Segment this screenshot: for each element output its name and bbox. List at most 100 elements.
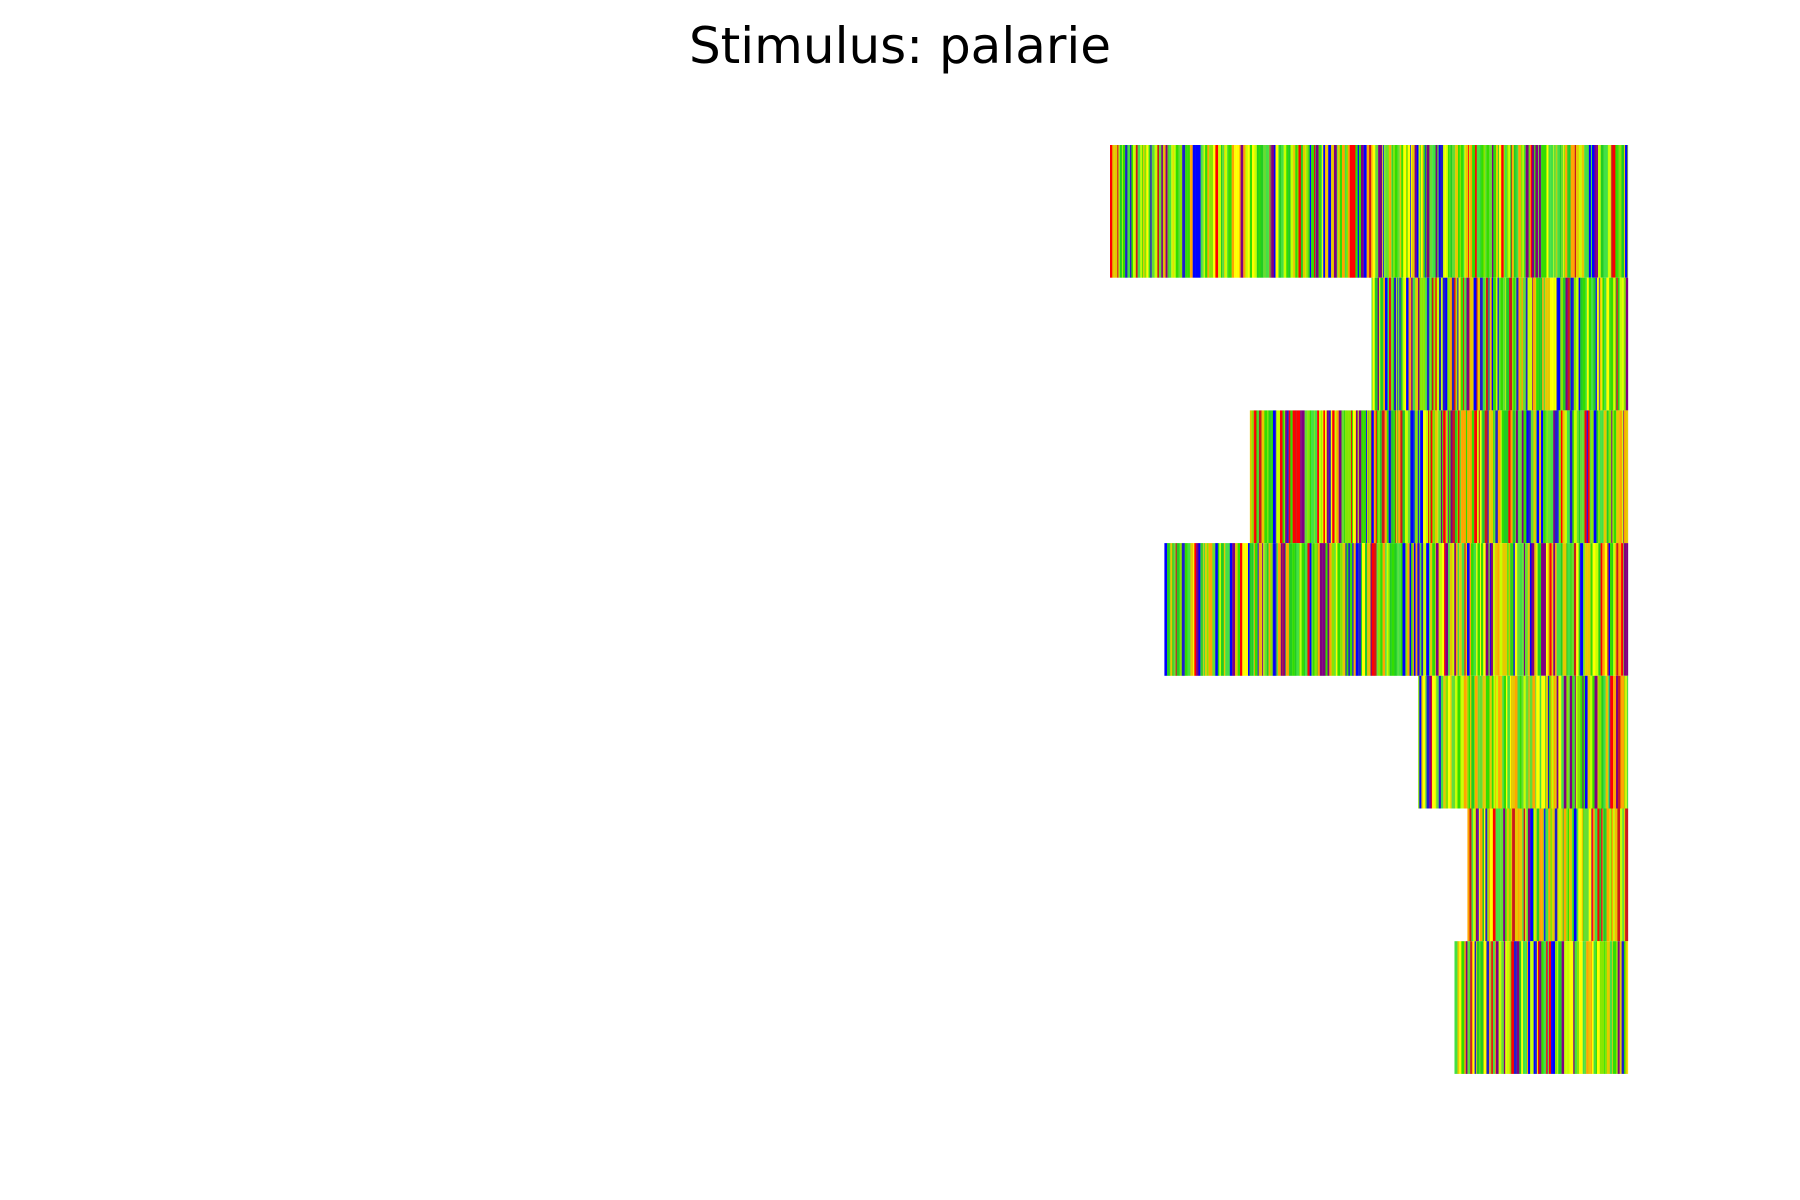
- raster-stripe: [1538, 277, 1541, 411]
- raster-stripe: [1190, 145, 1193, 278]
- raster-stripe: [1510, 543, 1512, 676]
- raster-stripe: [1474, 941, 1477, 1074]
- raster-stripe: [1621, 145, 1625, 278]
- raster-stripe: [1212, 543, 1216, 676]
- raster-stripe: [1271, 145, 1275, 278]
- raster-stripe: [1295, 410, 1297, 544]
- raster-stripe: [1492, 543, 1496, 676]
- raster-stripe: [1616, 543, 1619, 676]
- raster-stripe: [1460, 277, 1464, 411]
- raster-stripe: [1361, 410, 1364, 544]
- raster-stripe: [1374, 277, 1378, 411]
- raster-stripe: [1566, 808, 1568, 942]
- raster-stripe: [1408, 277, 1412, 411]
- raster-stripe: [1557, 808, 1559, 942]
- raster-stripe: [1409, 543, 1412, 676]
- raster-stripe: [1478, 808, 1480, 942]
- raster-stripe: [1511, 145, 1513, 278]
- raster-stripe: [1548, 145, 1551, 278]
- raster-stripe: [1330, 410, 1333, 544]
- raster-stripe: [1326, 410, 1329, 544]
- raster-stripe: [1524, 145, 1526, 278]
- raster-stripe: [1570, 277, 1572, 411]
- raster-stripe: [1589, 410, 1592, 544]
- raster-stripe: [1510, 675, 1513, 809]
- raster-stripe: [1566, 675, 1569, 809]
- raster-stripe: [1411, 277, 1413, 411]
- raster-stripe: [1573, 941, 1575, 1074]
- raster-stripe: [1512, 277, 1514, 411]
- raster-stripe: [1309, 145, 1312, 278]
- raster-stripe: [1607, 543, 1609, 676]
- raster-stripe: [1421, 543, 1424, 676]
- raster-stripe: [1567, 808, 1570, 942]
- raster-stripe: [1495, 941, 1499, 1074]
- raster-stripe: [1385, 145, 1389, 278]
- raster-stripe: [1622, 410, 1624, 544]
- raster-stripe: [1383, 277, 1386, 411]
- raster-stripe: [1437, 145, 1439, 278]
- raster-stripe: [1489, 675, 1492, 809]
- raster-stripe: [1620, 808, 1623, 942]
- raster-stripe: [1603, 410, 1607, 544]
- raster-stripe: [1446, 145, 1449, 278]
- raster-stripe: [1459, 277, 1462, 411]
- raster-stripe: [1527, 543, 1531, 676]
- raster-stripe: [1369, 410, 1372, 544]
- raster-stripe: [1457, 277, 1459, 411]
- raster-stripe: [1335, 543, 1338, 676]
- raster-stripe: [1604, 941, 1606, 1074]
- raster-stripe: [1215, 145, 1219, 278]
- raster-stripe: [1501, 941, 1505, 1074]
- raster-stripe: [1612, 808, 1615, 942]
- raster-stripe: [1565, 277, 1568, 411]
- raster-stripe: [1503, 410, 1506, 544]
- raster-stripe: [1203, 145, 1206, 278]
- raster-stripe: [1491, 277, 1494, 411]
- raster-stripe: [1429, 145, 1433, 278]
- raster-stripe: [1512, 675, 1515, 809]
- raster-stripe: [1597, 145, 1601, 278]
- raster-stripe: [1564, 145, 1566, 278]
- raster-stripe: [1288, 410, 1291, 544]
- raster-stripe: [1545, 675, 1549, 809]
- raster-stripe: [1485, 277, 1487, 411]
- raster-stripe: [1511, 941, 1515, 1074]
- raster-stripe: [1522, 277, 1526, 411]
- raster-stripe: [1205, 145, 1208, 278]
- raster-stripe: [1298, 410, 1301, 544]
- raster-stripe: [1529, 543, 1532, 676]
- raster-stripe: [1483, 941, 1485, 1074]
- raster-stripe: [1324, 410, 1327, 544]
- raster-stripe: [1407, 145, 1411, 278]
- raster-stripe: [1581, 145, 1585, 278]
- raster-row: [1110, 145, 1629, 278]
- raster-stripe: [1217, 543, 1220, 676]
- raster-stripe: [1419, 675, 1422, 809]
- raster-stripe: [1560, 145, 1564, 278]
- raster-stripe: [1612, 410, 1615, 544]
- raster-stripe: [1492, 277, 1497, 411]
- raster-stripe: [1560, 277, 1564, 411]
- raster-stripe: [1602, 277, 1605, 411]
- raster-stripe: [1495, 808, 1499, 942]
- raster-stripe: [1570, 145, 1573, 278]
- raster-stripe: [1612, 941, 1614, 1074]
- raster-stripe: [1429, 277, 1431, 411]
- raster-stripe: [1597, 808, 1600, 942]
- raster-stripe: [1558, 543, 1561, 676]
- raster-stripe: [1380, 410, 1382, 544]
- raster-stripe: [1370, 543, 1372, 676]
- raster-stripe: [1499, 543, 1503, 676]
- raster-stripe: [1402, 410, 1406, 544]
- raster-stripe: [1614, 808, 1616, 942]
- raster-stripe: [1332, 410, 1335, 544]
- raster-stripe: [1391, 543, 1395, 676]
- raster-stripe: [1539, 410, 1542, 544]
- raster-stripe: [1552, 808, 1555, 942]
- raster-stripe: [1619, 941, 1622, 1074]
- raster-stripe: [1557, 410, 1559, 544]
- raster-stripe: [1397, 410, 1399, 544]
- raster-stripe: [1603, 808, 1606, 942]
- raster-stripe: [1374, 543, 1377, 676]
